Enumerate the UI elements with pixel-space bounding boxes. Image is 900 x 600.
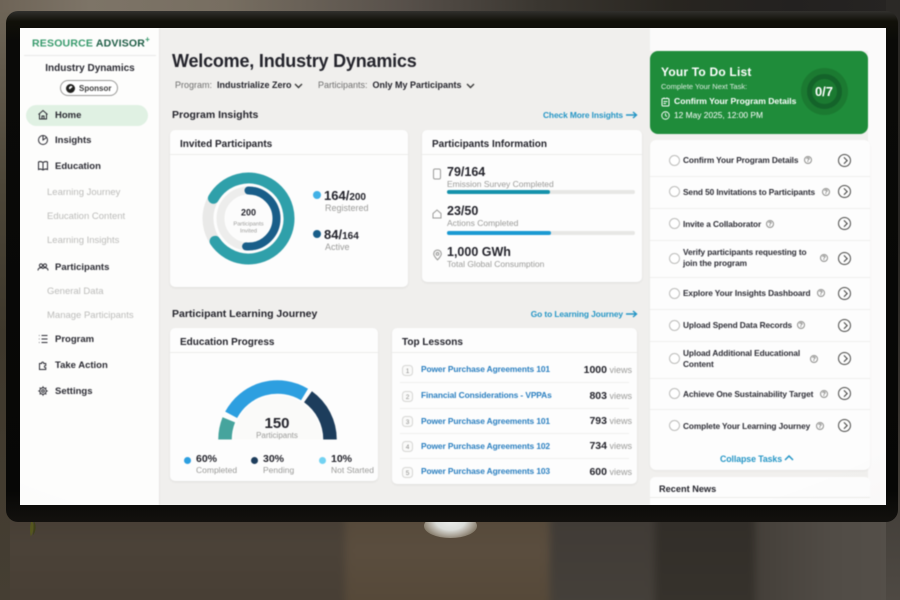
svg-text:Participants: Participants — [233, 222, 263, 228]
svg-text:Invited: Invited — [240, 229, 257, 235]
svg-text:200: 200 — [241, 208, 256, 218]
